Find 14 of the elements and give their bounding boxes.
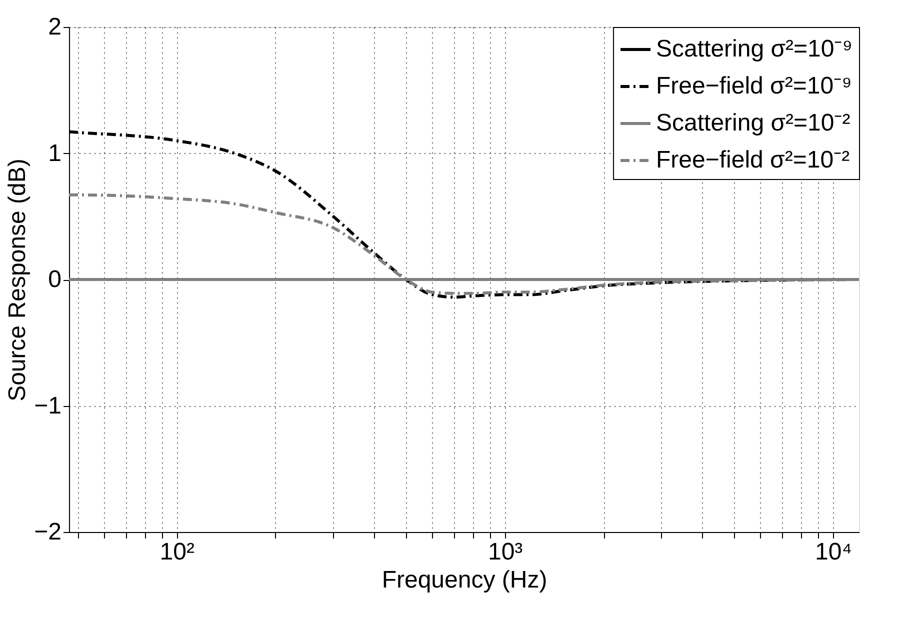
x-tick-label: 10² [160, 538, 194, 566]
y-tick-label: −2 [34, 518, 62, 546]
legend-label: Free−field σ²=10⁻⁹ [656, 72, 852, 100]
y-tick-label: −1 [34, 392, 62, 420]
legend-label: Free−field σ²=10⁻² [656, 146, 850, 174]
y-tick-label: 1 [48, 140, 62, 167]
legend-label: Scattering σ²=10⁻² [656, 110, 850, 136]
x-tick-label: 10⁴ [815, 538, 852, 566]
legend-label: Scattering σ²=10⁻⁹ [656, 36, 853, 62]
y-tick-label: 2 [48, 14, 62, 40]
x-axis-title: Frequency (Hz) [382, 566, 548, 594]
x-tick-label: 10³ [488, 538, 523, 566]
y-axis-title: Source Response (dB) [4, 158, 32, 402]
y-tick-label: 0 [48, 266, 62, 293]
